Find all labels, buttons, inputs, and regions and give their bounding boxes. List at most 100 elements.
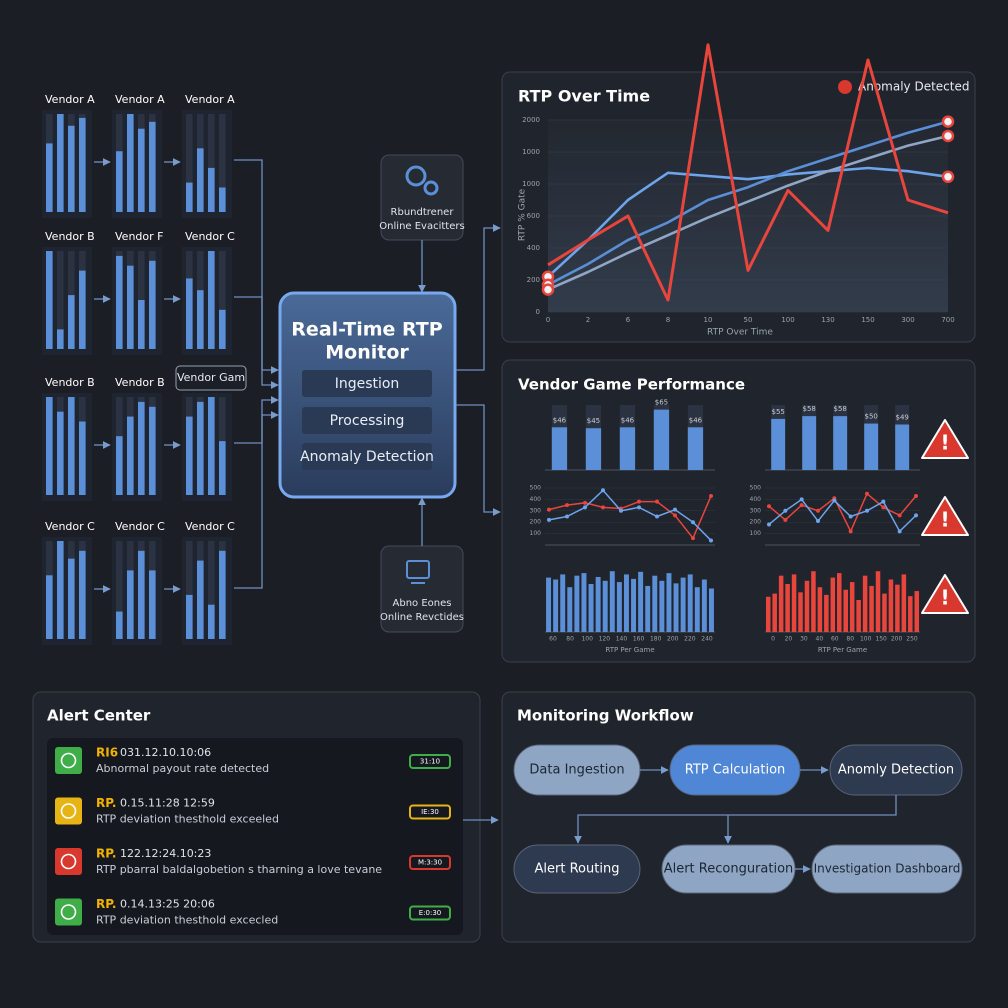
vendor-label: Vendor A bbox=[115, 93, 165, 106]
x-tick-label: 60 bbox=[549, 636, 557, 643]
point bbox=[799, 503, 804, 508]
bar bbox=[824, 594, 829, 632]
bar bbox=[219, 550, 226, 639]
bar bbox=[631, 578, 637, 632]
bar bbox=[804, 580, 810, 632]
alert-badge-text: E:0:30 bbox=[419, 909, 442, 917]
bar-track bbox=[208, 114, 215, 212]
connector bbox=[234, 296, 279, 389]
point bbox=[565, 503, 569, 508]
value-label: $58 bbox=[833, 405, 846, 413]
bar-track bbox=[219, 114, 226, 212]
bar bbox=[208, 251, 215, 349]
bar bbox=[138, 128, 145, 212]
bar bbox=[197, 401, 204, 495]
point bbox=[565, 514, 569, 519]
workflow-label: Investigation Dashboard bbox=[814, 862, 961, 876]
step-box bbox=[302, 407, 432, 434]
bar bbox=[546, 577, 552, 632]
x-tick-label: 130 bbox=[821, 316, 834, 324]
bar bbox=[602, 580, 608, 632]
gear-icon bbox=[405, 165, 427, 187]
point bbox=[637, 505, 641, 510]
bar bbox=[785, 584, 790, 632]
bar-track bbox=[219, 251, 226, 349]
workflow-label: Anomly Detection bbox=[838, 763, 954, 778]
alert-glyph bbox=[60, 853, 77, 870]
bar bbox=[127, 114, 134, 212]
point bbox=[691, 536, 695, 541]
point bbox=[637, 499, 641, 504]
bar-track bbox=[186, 114, 193, 212]
series-line bbox=[548, 495, 712, 540]
bar bbox=[127, 265, 134, 349]
y-tick-label: 2000 bbox=[522, 116, 540, 124]
tooltip bbox=[175, 365, 247, 391]
bar bbox=[619, 427, 636, 470]
alert-badge-text: 31:10 bbox=[420, 758, 440, 766]
bar bbox=[57, 329, 64, 349]
service-text: Online Revctides bbox=[380, 612, 464, 623]
alert-icon bbox=[55, 898, 82, 926]
bar bbox=[68, 397, 75, 495]
x-tick-label: 20 bbox=[785, 636, 793, 643]
workflow-label: Data Ingestion bbox=[529, 763, 624, 778]
bar bbox=[46, 251, 53, 349]
y-tick-label: 500 bbox=[750, 485, 762, 492]
bar bbox=[778, 575, 784, 632]
bar bbox=[888, 579, 894, 632]
alert-badge-text: M:3:30 bbox=[418, 859, 442, 867]
endpoint-marker bbox=[941, 170, 955, 184]
point bbox=[767, 522, 771, 527]
bar bbox=[638, 571, 644, 632]
workflow-label: Alert Reconguration bbox=[664, 862, 794, 877]
bar bbox=[219, 441, 226, 495]
bar bbox=[798, 592, 803, 632]
bar bbox=[116, 436, 123, 495]
step-label: Processing bbox=[330, 413, 405, 429]
bar bbox=[186, 594, 193, 639]
alert-badge-text: IE:30 bbox=[421, 808, 439, 816]
bar bbox=[574, 575, 580, 632]
point bbox=[848, 514, 853, 519]
x-axis-label: RTP Over Time bbox=[707, 328, 773, 338]
point bbox=[799, 497, 804, 502]
bar bbox=[57, 411, 64, 495]
alert-badge bbox=[409, 905, 451, 921]
y-axis-label: RTP % Gate bbox=[518, 188, 528, 241]
bar-track bbox=[116, 541, 123, 639]
bar bbox=[895, 424, 910, 470]
series-line bbox=[547, 120, 949, 286]
gear-icon bbox=[423, 180, 439, 196]
bar bbox=[186, 278, 193, 349]
service-text: Online Evacitters bbox=[379, 221, 464, 232]
alert-id: RP. bbox=[96, 847, 116, 861]
value-label: $46 bbox=[621, 416, 635, 424]
point bbox=[691, 520, 695, 525]
point bbox=[673, 507, 677, 512]
step-label: Anomaly Detection bbox=[300, 449, 434, 465]
x-tick-label: 100 bbox=[860, 636, 872, 643]
bar bbox=[680, 577, 686, 632]
bar bbox=[46, 143, 53, 212]
vendor-label: Vendor A bbox=[45, 93, 95, 106]
alert-time: 031.12.10.10:06 bbox=[120, 746, 211, 759]
bar bbox=[68, 125, 75, 212]
bar bbox=[837, 573, 842, 632]
x-axis-label: RTP Per Game bbox=[605, 646, 654, 654]
monitor-title: Real-Time RTP bbox=[291, 319, 442, 341]
x-tick-label: 140 bbox=[616, 636, 628, 643]
vendor-label: Vendor F bbox=[115, 230, 163, 243]
bar bbox=[908, 596, 913, 632]
point bbox=[583, 505, 587, 510]
panel-title: Alert Center bbox=[47, 707, 151, 725]
alert-message: RTP deviation thesthold exceeled bbox=[96, 813, 279, 826]
bar bbox=[869, 585, 874, 632]
bar-track bbox=[57, 251, 64, 349]
bar bbox=[862, 575, 868, 632]
point bbox=[865, 508, 869, 513]
bar bbox=[551, 427, 568, 470]
bar bbox=[830, 577, 836, 632]
connector bbox=[234, 159, 279, 374]
chart-title: RTP Over Time bbox=[518, 87, 650, 106]
